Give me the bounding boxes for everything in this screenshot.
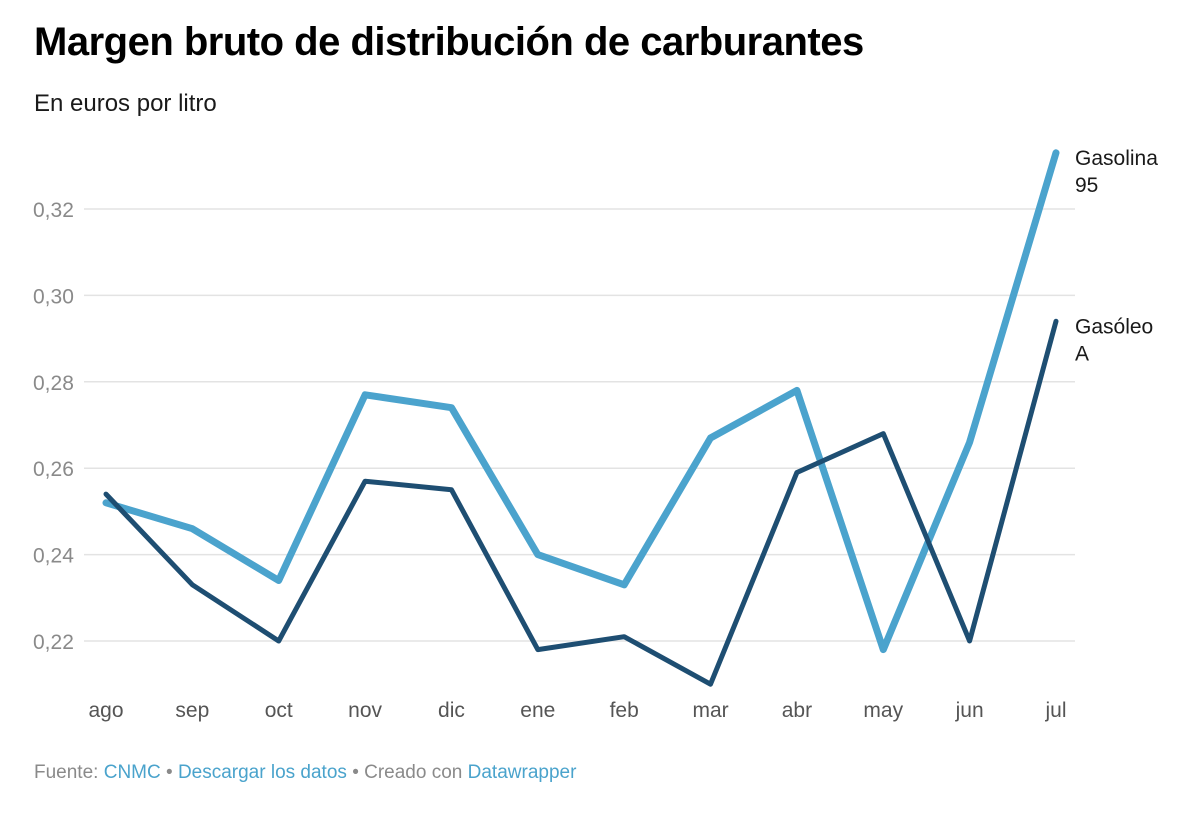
chart-subtitle: En euros por litro	[34, 90, 217, 117]
x-tick-label: nov	[348, 699, 382, 722]
series-label-gasolina-95: Gasolina 95	[1075, 147, 1158, 197]
x-tick-label: may	[863, 699, 903, 722]
y-tick-label: 0,22	[33, 631, 74, 654]
y-tick-label: 0,30	[33, 285, 74, 308]
series-line-gasolina-95	[102, 149, 1060, 654]
x-tick-label: dic	[438, 699, 465, 722]
x-tick-label: oct	[265, 699, 293, 722]
download-data-link[interactable]: Descargar los datos	[177, 762, 347, 783]
y-tick-label: 0,32	[33, 199, 74, 222]
x-tick-label: feb	[610, 699, 639, 722]
chart-footer: Fuente: CNMC • Descargar los datos • Cre…	[34, 762, 576, 784]
series-lines	[102, 149, 1060, 687]
gridlines	[84, 208, 1075, 642]
y-tick-label: 0,28	[33, 372, 74, 395]
x-axis-ticks: ago sep oct nov dic ene feb mar abr may jun jul	[88, 699, 1066, 722]
x-tick-label: ene	[520, 699, 555, 722]
x-tick-label: sep	[175, 699, 209, 722]
x-tick-label: mar	[692, 699, 728, 722]
series-line-gasoleo-a	[103, 318, 1059, 687]
created-with-text: Creado con	[364, 762, 463, 783]
x-tick-label: abr	[782, 699, 812, 722]
series-label-gasoleo-a: Gasóleo A	[1075, 315, 1153, 365]
y-tick-label: 0,24	[33, 545, 74, 568]
x-tick-label: ago	[88, 699, 123, 722]
datawrapper-link[interactable]: Datawrapper	[467, 762, 577, 783]
y-axis-ticks: 0,22 0,24 0,26 0,28 0,30 0,32	[33, 199, 74, 654]
separator-1: •	[166, 762, 173, 783]
x-tick-label: jul	[1044, 699, 1066, 722]
x-tick-label: jun	[955, 699, 984, 722]
source-prefix: Fuente:	[34, 762, 99, 783]
chart-title: Margen bruto de distribución de carburan…	[34, 20, 864, 64]
series-labels: Gasolina 95 Gasóleo A	[1075, 147, 1158, 365]
source-link[interactable]: CNMC	[103, 762, 161, 783]
separator-2: •	[352, 762, 359, 783]
y-tick-label: 0,26	[33, 458, 74, 481]
